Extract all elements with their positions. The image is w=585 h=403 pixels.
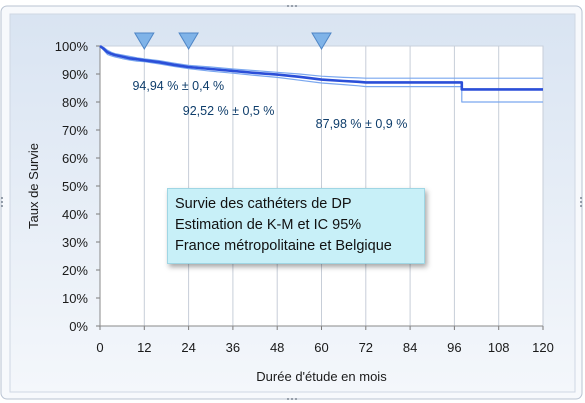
y-tick-label: 30% xyxy=(62,235,88,250)
y-tick-label: 0% xyxy=(69,319,88,334)
y-tick-label: 90% xyxy=(62,67,88,82)
series-line-lower-ci xyxy=(99,45,543,103)
timepoint-marker xyxy=(133,32,155,50)
series-line-estimate xyxy=(99,44,543,91)
top-resize-handle[interactable] xyxy=(287,5,297,7)
timepoint-annotation: 87,98 % ± 0,9 % xyxy=(316,117,408,131)
left-resize-handle[interactable] xyxy=(1,197,3,207)
x-tick-label: 72 xyxy=(359,340,373,355)
bottom-resize-handle[interactable] xyxy=(287,398,297,400)
x-tick-label: 84 xyxy=(403,340,417,355)
y-tick-label: 70% xyxy=(62,123,88,138)
y-tick-label: 60% xyxy=(62,151,88,166)
y-tick-label: 50% xyxy=(62,179,88,194)
x-axis-title: Durée d'étude en mois xyxy=(256,369,387,384)
right-resize-handle[interactable] xyxy=(580,197,582,207)
chart-legend-box: Survie des cathéters de DP Estimation de… xyxy=(167,188,425,264)
x-tick-label: 48 xyxy=(270,340,284,355)
legend-line-1: Survie des cathéters de DP xyxy=(175,196,352,212)
x-tick-label: 60 xyxy=(314,340,328,355)
x-tick-label: 12 xyxy=(137,340,151,355)
y-tick-label: 10% xyxy=(62,291,88,306)
x-tick-label: 108 xyxy=(488,340,510,355)
series-line-upper-ci xyxy=(99,45,543,79)
x-tick-label: 36 xyxy=(226,340,240,355)
y-axis-title: Taux de Survie xyxy=(26,143,41,229)
legend-line-2: Estimation de K-M et IC 95% xyxy=(175,217,362,233)
y-tick-label: 100% xyxy=(55,39,89,54)
y-tick-label: 80% xyxy=(62,95,88,110)
timepoint-marker xyxy=(311,32,332,50)
x-tick-label: 120 xyxy=(532,340,554,355)
y-tick-label: 40% xyxy=(62,207,88,222)
x-tick-label: 96 xyxy=(447,340,461,355)
legend-line-3: France métropolitaine et Belgique xyxy=(175,238,392,254)
timepoint-annotation: 92,52 % ± 0,5 % xyxy=(183,104,275,118)
x-tick-label: 24 xyxy=(181,340,195,355)
x-tick-label: 0 xyxy=(96,340,103,355)
timepoint-marker xyxy=(178,32,199,50)
timepoint-annotation: 94,94 % ± 0,4 % xyxy=(132,79,224,93)
y-tick-label: 20% xyxy=(62,263,88,278)
